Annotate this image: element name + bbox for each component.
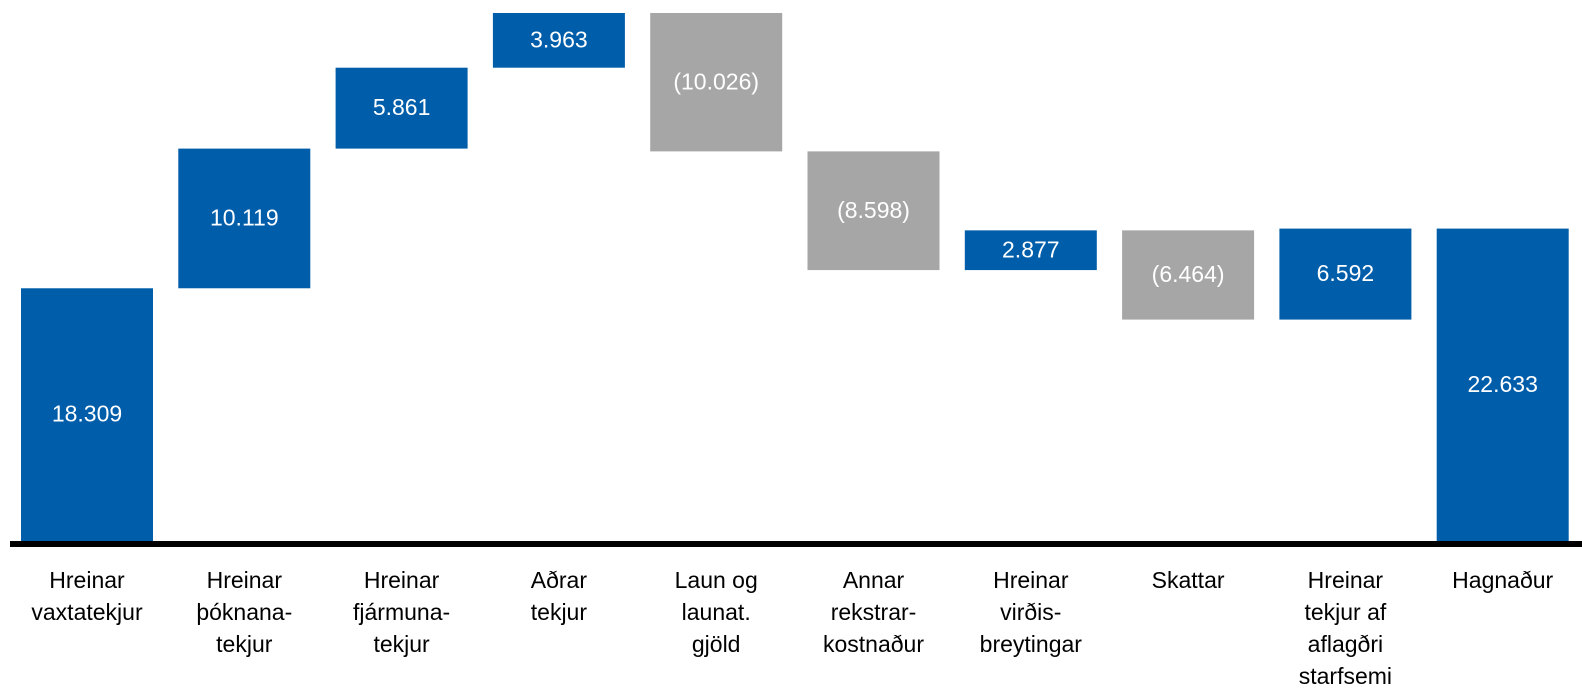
bar bbox=[807, 151, 940, 271]
data-label: 10.119 bbox=[210, 205, 279, 231]
bar bbox=[964, 230, 1097, 271]
bar bbox=[1436, 228, 1569, 542]
x-tick-label: Annar rekstrar- kostnaður bbox=[822, 567, 924, 657]
data-label: 6.592 bbox=[1317, 260, 1375, 286]
x-tick-label: Hreinar tekjur af aflagðri starfsemi bbox=[1298, 567, 1393, 689]
x-tick-label: Skattar bbox=[1151, 567, 1225, 593]
bar bbox=[1122, 230, 1255, 320]
bar bbox=[1279, 228, 1412, 320]
data-label: 18.309 bbox=[52, 401, 122, 427]
bar bbox=[21, 288, 153, 541]
bar bbox=[650, 13, 783, 152]
data-label: 2.877 bbox=[1002, 236, 1060, 262]
x-tick-label: Hreinar vaxtatekjur bbox=[31, 567, 143, 625]
x-tick-label: Hagnaður bbox=[1452, 567, 1554, 593]
x-tick-label: Hreinar virðis- breytingar bbox=[979, 567, 1082, 657]
data-label: 22.633 bbox=[1468, 371, 1538, 397]
x-tick-label: Aðrar tekjur bbox=[530, 567, 588, 625]
bar bbox=[178, 148, 311, 289]
x-tick-label: Hreinar fjármuna- tekjur bbox=[353, 567, 451, 657]
x-tick-label: Laun og launat. gjöld bbox=[674, 567, 758, 657]
x-tick-label: Hreinar þóknana- tekjur bbox=[196, 567, 293, 657]
data-label: 3.963 bbox=[530, 26, 588, 52]
bar bbox=[335, 67, 468, 149]
data-label: (8.598) bbox=[837, 197, 910, 223]
data-label: (6.464) bbox=[1152, 261, 1225, 287]
data-label: (10.026) bbox=[673, 68, 759, 94]
plot: 18.309 10.119 5.861 3.963 (10.026) (8.598) 2.8… bbox=[10, 13, 1582, 547]
data-label: 5.861 bbox=[373, 94, 431, 120]
bar bbox=[492, 13, 625, 68]
